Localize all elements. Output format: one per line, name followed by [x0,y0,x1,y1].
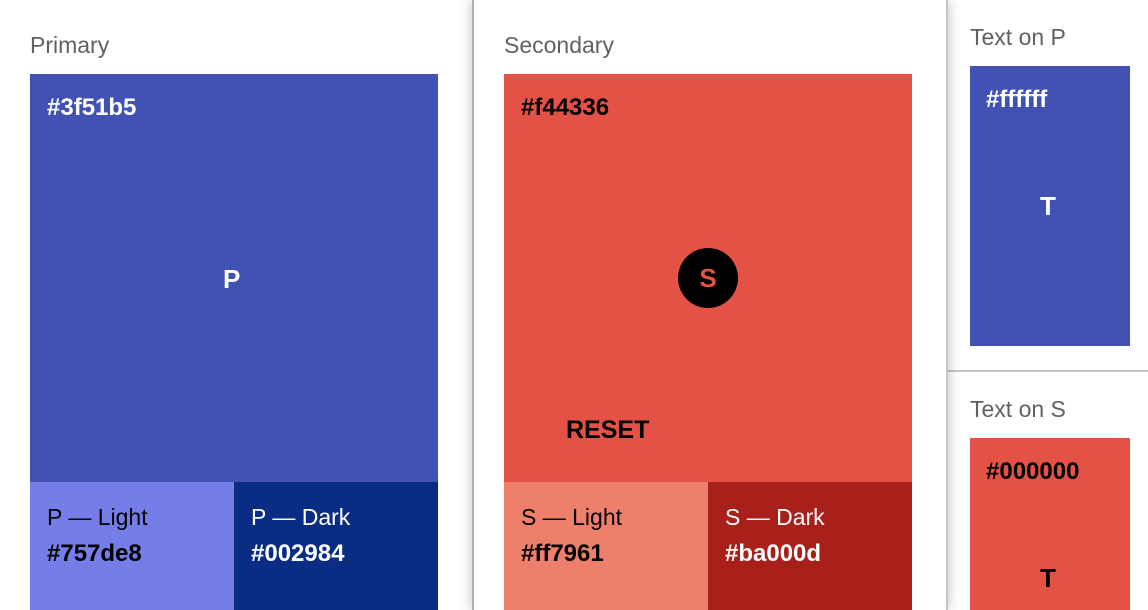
divider [946,370,1148,372]
primary-dark-hex: #002984 [251,540,345,567]
secondary-letter-badge: S [678,248,738,308]
text-colors-panel: Text on P #ffffff T Text on S #000000 T [946,0,1148,610]
secondary-dark-swatch[interactable]: S — Dark #ba000d [708,482,912,610]
secondary-hex: #f44336 [521,94,610,121]
text-on-s-label: Text on S [970,396,1066,422]
secondary-panel: Secondary #f44336 S RESET S — Light #ff7… [472,0,948,610]
secondary-dark-hex: #ba000d [725,540,822,567]
secondary-light-name: S — Light [521,504,622,530]
text-on-s-swatch[interactable]: #000000 T [970,438,1130,610]
secondary-label: Secondary [504,32,614,58]
text-on-s-hex: #000000 [986,458,1080,485]
secondary-light-swatch[interactable]: S — Light #ff7961 [504,482,708,610]
primary-hex: #3f51b5 [47,94,137,121]
text-on-p-swatch[interactable]: #ffffff T [970,66,1130,346]
text-on-p-hex: #ffffff [986,86,1048,113]
primary-light-swatch[interactable]: P — Light #757de8 [30,482,234,610]
primary-dark-swatch[interactable]: P — Dark #002984 [234,482,438,610]
primary-light-name: P — Light [47,504,148,530]
text-on-s-letter: T [1040,563,1056,593]
primary-swatch[interactable]: #3f51b5 P P — Light #757de8 P — Dark #00… [30,74,438,610]
primary-letter: P [223,264,241,294]
secondary-swatch[interactable]: #f44336 S RESET S — Light #ff7961 S — Da… [504,74,912,610]
secondary-light-hex: #ff7961 [521,540,604,567]
primary-light-hex: #757de8 [47,540,142,567]
primary-label: Primary [30,32,110,58]
text-on-p-letter: T [1040,191,1056,221]
reset-button[interactable]: RESET [566,416,650,444]
secondary-dark-name: S — Dark [725,504,825,530]
text-on-p-label: Text on P [970,24,1066,50]
primary-dark-name: P — Dark [251,504,351,530]
primary-panel: Primary #3f51b5 P P — Light #757de8 P — … [0,0,470,610]
